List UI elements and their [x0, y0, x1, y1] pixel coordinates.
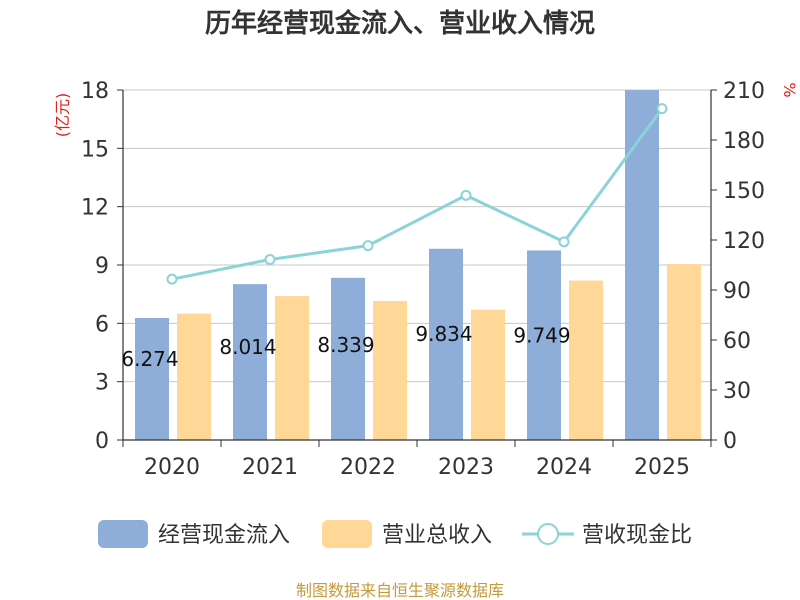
- right-tick-label: 120: [723, 229, 765, 254]
- data-label: 9.749: [513, 323, 570, 347]
- right-axis-label: %: [780, 82, 799, 97]
- x-tick-label: 2023: [438, 455, 494, 480]
- legend-swatch-revenue: [322, 520, 372, 548]
- ratio-point: [460, 189, 472, 201]
- bar-revenue: [373, 300, 407, 440]
- ratio-point: [656, 103, 668, 115]
- left-tick-label: 15: [81, 137, 109, 162]
- left-axis-label: (亿元): [53, 93, 72, 138]
- x-tick-label: 2020: [144, 455, 200, 480]
- bar-cash-inflow: [233, 284, 267, 440]
- bar-cash-inflow: [625, 90, 659, 441]
- bar-cash-inflow: [135, 318, 169, 440]
- left-tick-label: 18: [81, 79, 109, 104]
- x-tick-label: 2024: [536, 455, 592, 480]
- bar-cash-inflow: [527, 250, 561, 440]
- bars: [135, 90, 701, 441]
- source-note: 制图数据来自恒生聚源数据库: [296, 581, 504, 600]
- ratio-point: [362, 240, 374, 252]
- ratio-line-path: [171, 107, 664, 281]
- grid-lines: [123, 89, 711, 383]
- left-tick-label: 6: [95, 312, 109, 337]
- bar-cash-inflow: [331, 277, 365, 440]
- right-tick-label: 150: [723, 179, 765, 204]
- ratio-point: [166, 273, 178, 285]
- legend: 经营现金流入 营业总收入 营收现金比: [98, 520, 692, 548]
- right-tick-label: 180: [723, 129, 765, 154]
- left-tick-label: 0: [95, 429, 109, 454]
- legend-label: 经营现金流入: [158, 523, 290, 548]
- right-tick-label: 210: [723, 79, 765, 104]
- data-label: 9.834: [415, 322, 472, 346]
- ratio-point: [558, 236, 570, 248]
- data-label: 6.274: [121, 347, 178, 371]
- chart-title: 历年经营现金流入、营业收入情况: [205, 8, 595, 39]
- bar-revenue: [177, 313, 211, 440]
- legend-label: 营业总收入: [382, 523, 492, 548]
- data-label: 8.014: [219, 335, 276, 359]
- data-label: 8.339: [317, 333, 374, 357]
- x-tick-label: 2022: [340, 455, 396, 480]
- x-tick-label: 2025: [634, 455, 690, 480]
- bar-revenue: [471, 309, 505, 440]
- ratio-point: [264, 254, 276, 265]
- right-tick-label: 60: [723, 329, 751, 354]
- right-tick-label: 0: [723, 429, 737, 454]
- bar-revenue: [667, 264, 701, 440]
- bar-revenue: [569, 280, 603, 440]
- left-tick-label: 3: [95, 371, 109, 396]
- x-tick-label: 2021: [242, 455, 298, 480]
- right-tick-label: 30: [723, 379, 751, 404]
- right-tick-label: 90: [723, 279, 751, 304]
- bar-cash-inflow: [429, 248, 463, 440]
- left-tick-label: 9: [95, 254, 109, 279]
- legend-label: 营收现金比: [582, 523, 692, 548]
- legend-marker-ratio: [537, 523, 559, 545]
- left-tick-label: 12: [81, 196, 109, 221]
- legend-swatch-cash-inflow: [98, 520, 148, 548]
- bar-revenue: [275, 296, 309, 440]
- ratio-line: [166, 103, 668, 285]
